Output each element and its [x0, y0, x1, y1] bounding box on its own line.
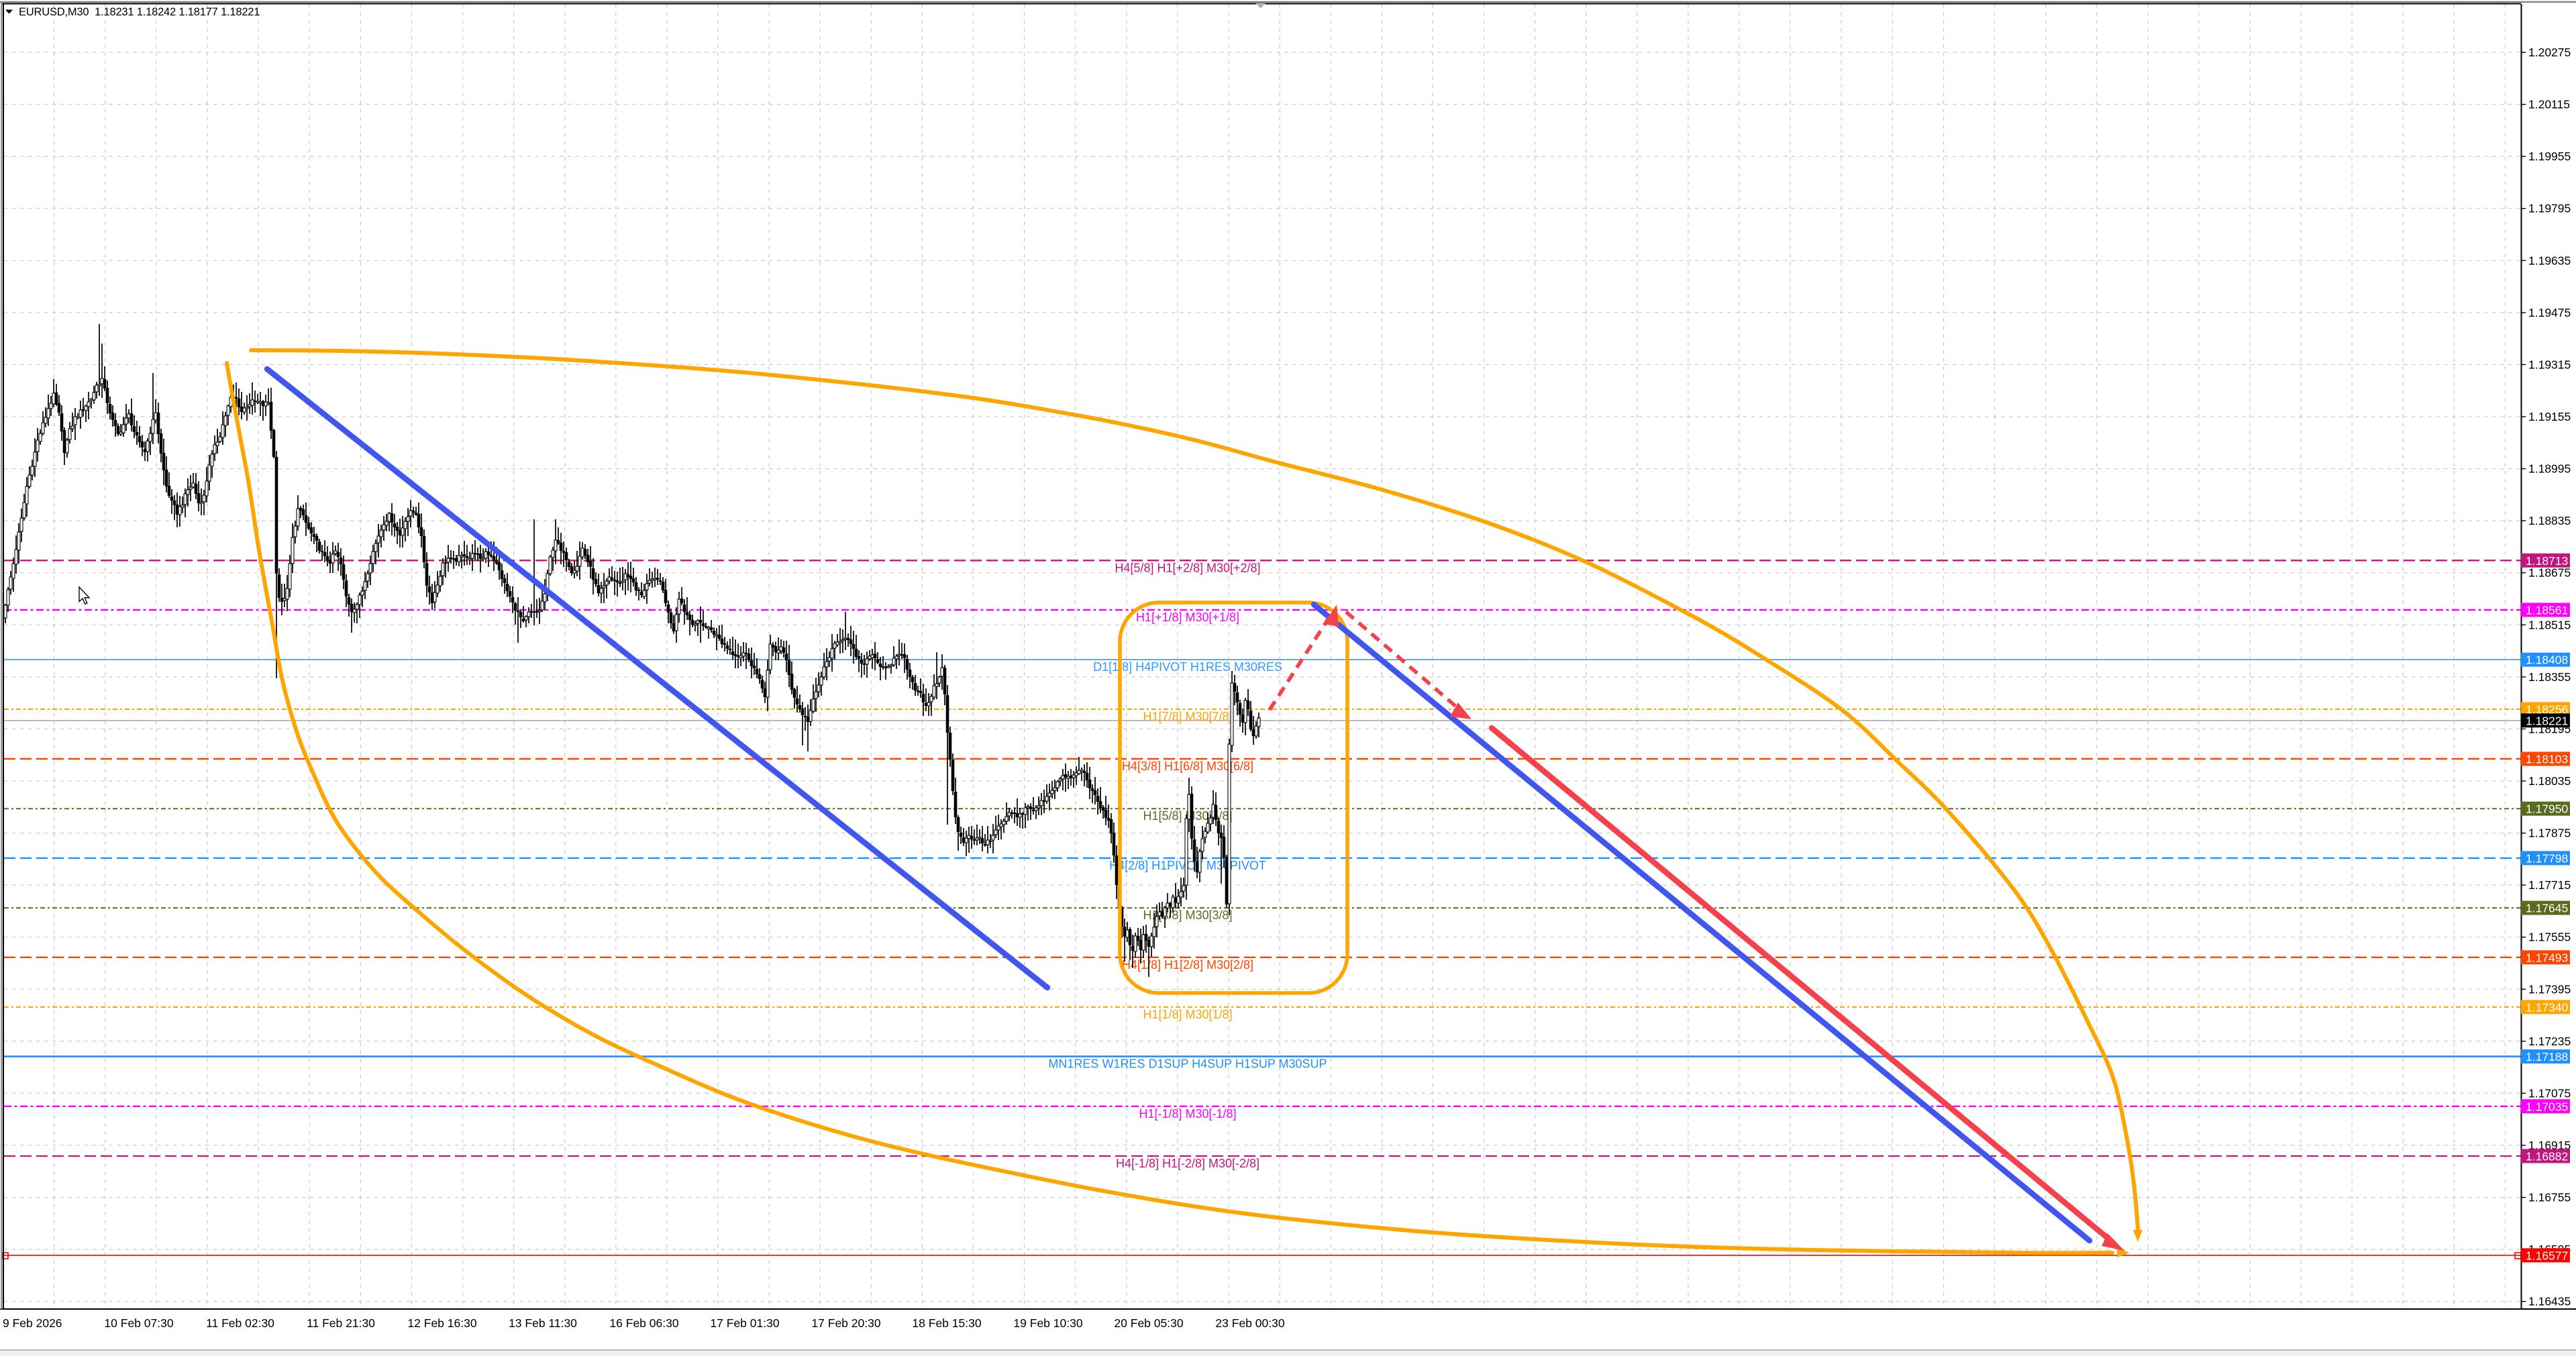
svg-text:1.18561: 1.18561	[2526, 604, 2568, 617]
svg-text:H1[-1/8] M30[-1/8]: H1[-1/8] M30[-1/8]	[1139, 1107, 1236, 1120]
svg-text:H1[1/8] M30[1/8]: H1[1/8] M30[1/8]	[1143, 1008, 1232, 1021]
svg-text:12 Feb 16:30: 12 Feb 16:30	[407, 1316, 476, 1330]
svg-text:1.16915: 1.16915	[2528, 1139, 2571, 1152]
svg-text:1.18995: 1.18995	[2528, 462, 2571, 476]
svg-text:11 Feb 21:30: 11 Feb 21:30	[307, 1316, 375, 1330]
svg-text:1.18221: 1.18221	[2526, 714, 2568, 727]
svg-text:19 Feb 10:30: 19 Feb 10:30	[1013, 1316, 1082, 1330]
svg-text:1.18035: 1.18035	[2528, 774, 2571, 788]
svg-text:MN1RES W1RES D1SUP H4SUP H1SUP: MN1RES W1RES D1SUP H4SUP H1SUP M30SUP	[1048, 1057, 1327, 1071]
svg-text:1.18515: 1.18515	[2528, 618, 2571, 631]
svg-text:1.19635: 1.19635	[2528, 254, 2571, 267]
svg-text:9 Feb 2026: 9 Feb 2026	[3, 1316, 62, 1330]
svg-text:10 Feb 07:30: 10 Feb 07:30	[104, 1316, 173, 1330]
svg-text:EURUSD,M30 1.18231 1.18242 1.: EURUSD,M30 1.18231 1.18242 1.18177 1.182…	[19, 6, 260, 18]
svg-text:H4[1/8] H1[2/8] M30[2/8]: H4[1/8] H1[2/8] M30[2/8]	[1122, 958, 1253, 972]
svg-text:20 Feb 05:30: 20 Feb 05:30	[1114, 1316, 1183, 1330]
svg-text:1.17075: 1.17075	[2528, 1086, 2571, 1100]
svg-text:1.17555: 1.17555	[2528, 931, 2571, 944]
svg-text:1.17035: 1.17035	[2526, 1100, 2568, 1113]
svg-text:H4[3/8] H1[6/8] M30[6/8]: H4[3/8] H1[6/8] M30[6/8]	[1122, 760, 1253, 773]
svg-text:1.17235: 1.17235	[2528, 1035, 2571, 1048]
svg-text:1.18103: 1.18103	[2526, 753, 2568, 766]
svg-text:1.19155: 1.19155	[2528, 410, 2571, 423]
svg-text:23 Feb 00:30: 23 Feb 00:30	[1215, 1316, 1284, 1330]
svg-text:1.17798: 1.17798	[2526, 851, 2568, 865]
svg-text:1.17395: 1.17395	[2528, 982, 2571, 996]
svg-text:1.17950: 1.17950	[2526, 802, 2569, 816]
svg-text:18 Feb 15:30: 18 Feb 15:30	[912, 1316, 981, 1330]
svg-text:1.17493: 1.17493	[2526, 951, 2568, 964]
svg-text:H4[5/8] H1[+2/8] M30[+2/8]: H4[5/8] H1[+2/8] M30[+2/8]	[1115, 561, 1260, 574]
svg-text:1.18835: 1.18835	[2528, 514, 2571, 527]
svg-text:17 Feb 20:30: 17 Feb 20:30	[811, 1316, 880, 1330]
svg-text:H1[7/8] M30[7/8]: H1[7/8] M30[7/8]	[1143, 710, 1232, 723]
svg-text:1.18408: 1.18408	[2526, 654, 2568, 667]
svg-text:1.17715: 1.17715	[2528, 878, 2571, 892]
svg-text:1.17645: 1.17645	[2526, 902, 2568, 915]
svg-text:1.16755: 1.16755	[2528, 1191, 2571, 1204]
svg-text:1.17875: 1.17875	[2528, 827, 2571, 840]
svg-text:1.18713: 1.18713	[2526, 554, 2568, 568]
svg-text:1.20115: 1.20115	[2528, 98, 2570, 111]
svg-text:17 Feb 01:30: 17 Feb 01:30	[710, 1316, 779, 1330]
svg-text:1.19315: 1.19315	[2528, 358, 2571, 371]
svg-text:1.17188: 1.17188	[2526, 1050, 2568, 1063]
svg-text:1.16435: 1.16435	[2528, 1295, 2571, 1308]
svg-text:1.17340: 1.17340	[2526, 1000, 2569, 1014]
svg-text:1.18256: 1.18256	[2526, 702, 2568, 716]
svg-text:1.18675: 1.18675	[2528, 566, 2571, 580]
svg-text:11 Feb 02:30: 11 Feb 02:30	[206, 1316, 274, 1330]
svg-text:D1[1/8] H4PIVOT H1RES M30RES: D1[1/8] H4PIVOT H1RES M30RES	[1093, 660, 1282, 674]
svg-text:16 Feb 06:30: 16 Feb 06:30	[609, 1316, 678, 1330]
svg-text:1.19475: 1.19475	[2528, 306, 2571, 319]
svg-text:1.16882: 1.16882	[2526, 1150, 2568, 1163]
svg-text:1.19795: 1.19795	[2528, 202, 2571, 215]
svg-text:1.19955: 1.19955	[2528, 150, 2571, 163]
svg-text:1.16577: 1.16577	[2526, 1249, 2568, 1262]
svg-text:H4[-1/8] H1[-2/8] M30[-2/8]: H4[-1/8] H1[-2/8] M30[-2/8]	[1116, 1157, 1259, 1170]
svg-text:13 Feb 11:30: 13 Feb 11:30	[509, 1316, 577, 1330]
svg-text:1.20275: 1.20275	[2528, 46, 2571, 59]
svg-text:1.18355: 1.18355	[2528, 670, 2571, 684]
svg-text:H1[+1/8] M30[+1/8]: H1[+1/8] M30[+1/8]	[1136, 611, 1239, 624]
